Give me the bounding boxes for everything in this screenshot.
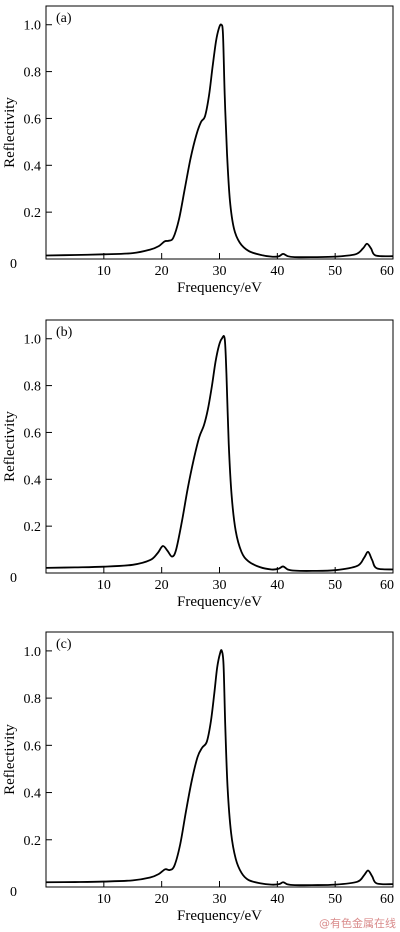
- y-tick-label: 0.2: [24, 206, 42, 221]
- x-tick-label: 20: [155, 264, 169, 279]
- x-tick-label: 30: [213, 892, 227, 907]
- plot-frame: [45, 5, 394, 260]
- x-tick-label: 30: [213, 264, 227, 279]
- y-tick-label: 0.2: [24, 834, 42, 849]
- chart-panel-b: 10 20 30 40 50 60 0 0.2 0.4 0.6 0.8 1.0 (b) Frequency…: [2, 319, 394, 610]
- panel-label: (a): [56, 11, 72, 26]
- y-tick-label: 0.4: [24, 159, 42, 174]
- reflectivity-series-line: [45, 334, 394, 572]
- chart-panel-a: 10 20 30 40 50 60 0 0.2 0.4 0.6 0.8 1.0 (a) Frequency…: [2, 5, 394, 296]
- y-tick-label: 1.0: [24, 19, 42, 34]
- watermark-text: @有色金属在线: [319, 916, 396, 930]
- y-tick-label: 0.6: [24, 112, 42, 127]
- x-tick-label: 10: [97, 578, 111, 593]
- y-tick-label: 1.0: [24, 333, 42, 348]
- plot-frame: [45, 631, 394, 888]
- x-axis-label: Frequency/eV: [177, 594, 262, 610]
- x-tick-label: 50: [328, 264, 342, 279]
- x-tick-label: 50: [328, 892, 342, 907]
- panel-label: (c): [56, 637, 72, 652]
- x-tick-label: 20: [155, 578, 169, 593]
- y-tick-label: 0.4: [24, 473, 42, 488]
- x-axis-label: Frequency/eV: [177, 908, 262, 924]
- panel-label: (b): [56, 325, 73, 340]
- x-tick-label: 40: [270, 578, 284, 593]
- x-tick-label: 20: [155, 892, 169, 907]
- y-tick-label: 1.0: [24, 645, 42, 660]
- x-tick-label: 10: [97, 892, 111, 907]
- y-axis-label: Reflectivity: [2, 97, 18, 168]
- y-axis-label: Reflectivity: [2, 724, 18, 795]
- x-tick-label: 60: [380, 264, 394, 279]
- y-tick-label: 0.2: [24, 520, 42, 535]
- y-tick-label: 0: [10, 571, 17, 586]
- x-tick-label: 30: [213, 578, 227, 593]
- y-tick-label: 0.6: [24, 739, 42, 754]
- x-tick-label: 60: [380, 892, 394, 907]
- x-axis-label: Frequency/eV: [177, 280, 262, 296]
- y-tick-label: 0.6: [24, 426, 42, 441]
- y-tick-label: 0.8: [24, 380, 42, 395]
- y-tick-label: 0.4: [24, 787, 42, 802]
- reflectivity-series-line: [45, 649, 394, 887]
- y-tick-label: 0.8: [24, 66, 42, 81]
- plot-frame: [45, 319, 394, 574]
- x-tick-label: 40: [270, 264, 284, 279]
- chart-panel-c: 10 20 30 40 50 60 0 0.2 0.4 0.6 0.8 1.0 (c) Frequency…: [2, 631, 394, 924]
- x-tick-label: 60: [380, 578, 394, 593]
- y-tick-label: 0: [10, 257, 17, 272]
- x-tick-label: 10: [97, 264, 111, 279]
- y-tick-label: 0.8: [24, 692, 42, 707]
- x-tick-label: 40: [270, 892, 284, 907]
- reflectivity-series-line: [45, 23, 394, 259]
- y-tick-label: 0: [10, 885, 17, 900]
- y-axis-label: Reflectivity: [2, 411, 18, 482]
- x-tick-label: 50: [328, 578, 342, 593]
